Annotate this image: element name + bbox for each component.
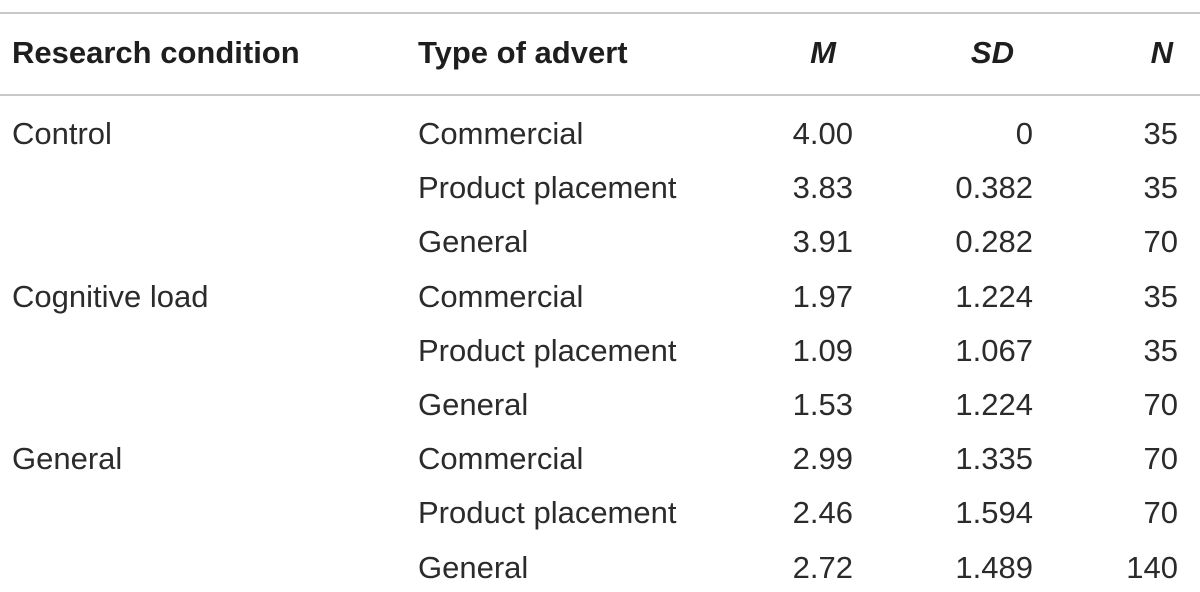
cell-research-condition: General — [12, 441, 123, 477]
header-research-condition: Research condition — [12, 35, 300, 70]
cell-sd: 0 — [1015, 116, 1033, 151]
cell-n: 35 — [1143, 116, 1178, 151]
cell-n: 35 — [1143, 278, 1178, 314]
cell-m: 1.53 — [792, 387, 853, 422]
cell-sd: 1.335 — [955, 441, 1033, 477]
cell-sd: 1.224 — [955, 387, 1033, 422]
cell-sd: 0.282 — [955, 224, 1033, 260]
header-type-of-advert: Type of advert — [418, 35, 628, 70]
cell-m: 3.91 — [792, 224, 853, 260]
top-rule — [0, 12, 1200, 14]
cell-type-of-advert: Product placement — [418, 332, 677, 368]
cell-type-of-advert: General — [418, 224, 529, 260]
cell-m: 4.00 — [792, 116, 853, 151]
header-sd: SD — [970, 35, 1014, 70]
cell-n: 140 — [1126, 549, 1178, 585]
header-m: M — [810, 35, 836, 70]
cell-n: 70 — [1143, 441, 1178, 477]
cell-n: 70 — [1143, 387, 1178, 422]
cell-type-of-advert: Product placement — [418, 495, 677, 531]
cell-type-of-advert: Commercial — [418, 441, 584, 477]
header-rule — [0, 94, 1200, 96]
cell-type-of-advert: Product placement — [418, 170, 677, 206]
cell-sd: 1.489 — [955, 549, 1033, 585]
cell-type-of-advert: Commercial — [418, 116, 584, 151]
cell-m: 1.09 — [792, 332, 853, 368]
cell-m: 3.83 — [792, 170, 853, 206]
cell-type-of-advert: Commercial — [418, 278, 584, 314]
cell-m: 2.72 — [792, 549, 853, 585]
cell-m: 2.46 — [792, 495, 853, 531]
cell-research-condition: Control — [12, 116, 112, 151]
cell-sd: 0.382 — [955, 170, 1033, 206]
cell-sd: 1.224 — [955, 278, 1033, 314]
cell-research-condition: Cognitive load — [12, 278, 209, 314]
cell-n: 70 — [1143, 495, 1178, 531]
cell-type-of-advert: General — [418, 549, 529, 585]
cell-sd: 1.067 — [955, 332, 1033, 368]
cell-m: 2.99 — [792, 441, 853, 477]
cell-n: 70 — [1143, 224, 1178, 260]
cell-n: 35 — [1143, 170, 1178, 206]
cell-type-of-advert: General — [418, 387, 529, 422]
cell-n: 35 — [1143, 332, 1178, 368]
header-n: N — [1150, 35, 1173, 70]
cell-sd: 1.594 — [955, 495, 1033, 531]
cell-m: 1.97 — [792, 278, 853, 314]
